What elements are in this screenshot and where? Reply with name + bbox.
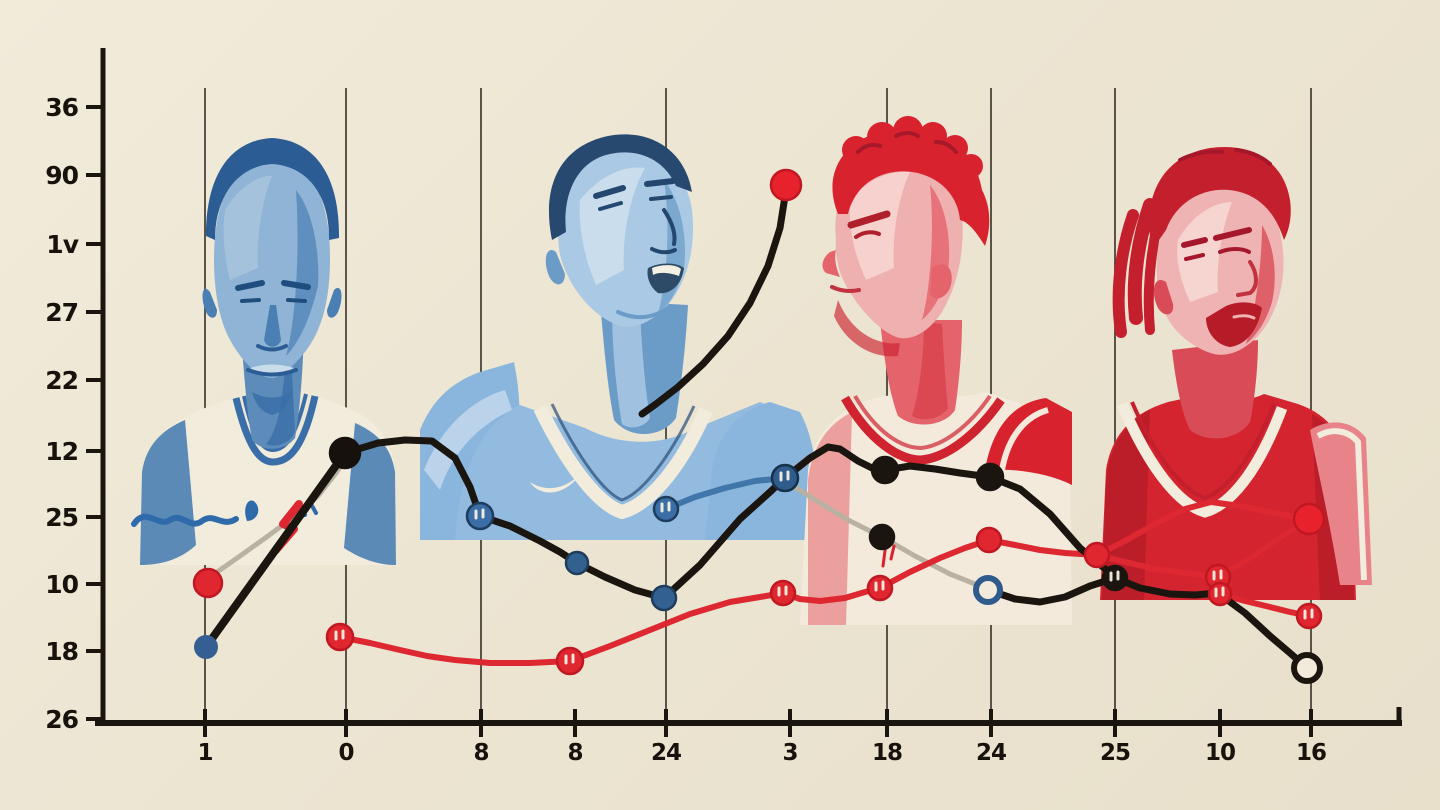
series-black-lower-right	[984, 574, 1311, 672]
data-point	[1295, 602, 1323, 630]
x-axis-labels: 1 0 8 8 24 3 18 24 25 10 16	[197, 740, 1327, 766]
data-points	[192, 168, 1326, 684]
data-point	[1101, 564, 1129, 592]
x-tick-label: 18	[872, 740, 902, 766]
x-tick-label: 16	[1296, 740, 1326, 766]
data-point	[870, 455, 900, 485]
data-point	[555, 646, 585, 676]
player-3-illustration	[800, 116, 1072, 625]
data-point-open	[973, 575, 1003, 605]
data-point-open	[1291, 652, 1323, 684]
series-red-drip-2	[889, 544, 896, 561]
data-point-artifact-mark	[779, 470, 790, 482]
data-point	[652, 495, 680, 523]
series-gray-right-segment	[787, 481, 991, 593]
data-point	[465, 501, 495, 531]
y-tick-label: 12	[45, 437, 78, 466]
x-tick-label: 1	[197, 740, 212, 766]
data-point	[975, 526, 1003, 554]
player-1-illustration	[131, 138, 396, 565]
y-axis-labels: 36 90 1v 27 22 12 25 10 18 26	[45, 93, 79, 734]
data-point-artifact-mark	[1214, 586, 1225, 598]
x-tick-label: 8	[473, 740, 488, 766]
player-4-illustration	[1100, 146, 1372, 600]
y-tick-label: 25	[45, 503, 78, 532]
data-point-artifact-mark	[1212, 569, 1223, 581]
data-point	[1083, 541, 1111, 569]
series-black-top-curve	[638, 186, 790, 418]
data-point-artifact-mark	[564, 653, 575, 665]
x-tick-label: 8	[567, 740, 582, 766]
data-point	[328, 436, 362, 470]
x-tick-label: 24	[976, 740, 1006, 766]
y-tick-label: 26	[45, 705, 78, 734]
series-black-rise	[202, 449, 349, 651]
data-point	[325, 622, 355, 652]
data-point-artifact-mark	[1303, 608, 1314, 620]
y-tick-label: 1v	[46, 230, 78, 259]
y-tick-label: 10	[45, 570, 78, 599]
y-tick-label: 36	[45, 93, 78, 122]
data-point-artifact-mark	[334, 629, 345, 641]
data-point-artifact-mark	[474, 508, 485, 520]
y-tick-label: 90	[45, 161, 78, 190]
data-point-artifact-mark	[777, 585, 788, 597]
player-2-illustration	[420, 134, 824, 540]
y-axis: 36 90 1v 27 22 12 25 10 18 26	[45, 48, 106, 734]
data-point	[769, 579, 797, 607]
data-point	[194, 635, 218, 659]
data-point-artifact-mark	[874, 580, 885, 592]
data-point-artifact-mark	[1109, 570, 1120, 582]
data-point	[1292, 502, 1326, 536]
data-point	[650, 584, 678, 612]
data-point	[1207, 581, 1233, 607]
x-tick-label: 25	[1100, 740, 1130, 766]
y-axis-ticks	[86, 105, 105, 721]
series-blue-segment	[665, 475, 788, 511]
data-point	[564, 550, 590, 576]
x-tick-label: 10	[1205, 740, 1235, 766]
x-axis-ticks	[203, 709, 1313, 737]
y-tick-label: 22	[45, 366, 78, 395]
data-point	[975, 462, 1005, 492]
x-tick-label: 3	[782, 740, 797, 766]
x-tick-label: 0	[338, 740, 353, 766]
data-point	[192, 567, 224, 599]
y-tick-label: 27	[45, 298, 78, 327]
data-point	[866, 574, 894, 602]
data-point	[868, 523, 896, 551]
data-point	[770, 463, 800, 493]
y-tick-label: 18	[45, 637, 78, 666]
series-red-rise-to-big-dot	[1094, 499, 1312, 558]
data-point-artifact-mark	[660, 501, 671, 513]
x-tick-label: 24	[651, 740, 681, 766]
x-axis: 1 0 8 8 24 3 18 24 25 10 16	[95, 707, 1402, 766]
data-point	[769, 168, 803, 202]
